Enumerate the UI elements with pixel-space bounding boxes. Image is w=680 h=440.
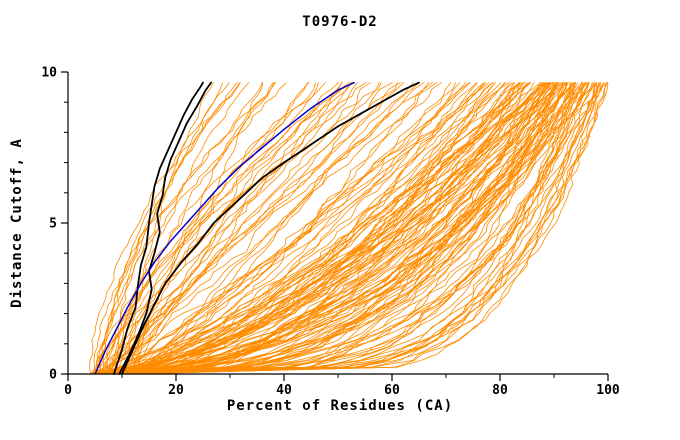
svg-text:80: 80 xyxy=(492,383,508,398)
svg-text:0: 0 xyxy=(64,383,72,398)
svg-text:5: 5 xyxy=(49,217,57,232)
svg-text:10: 10 xyxy=(41,66,57,81)
svg-text:60: 60 xyxy=(384,383,400,398)
svg-text:20: 20 xyxy=(168,383,184,398)
x-axis-label: Percent of Residues (CA) xyxy=(226,398,454,414)
svg-text:100: 100 xyxy=(596,383,620,398)
svg-text:40: 40 xyxy=(276,383,292,398)
chart-title: T0976-D2 xyxy=(302,14,378,30)
y-axis-label: Distance Cutoff, A xyxy=(9,138,25,308)
svg-text:0: 0 xyxy=(49,368,57,383)
